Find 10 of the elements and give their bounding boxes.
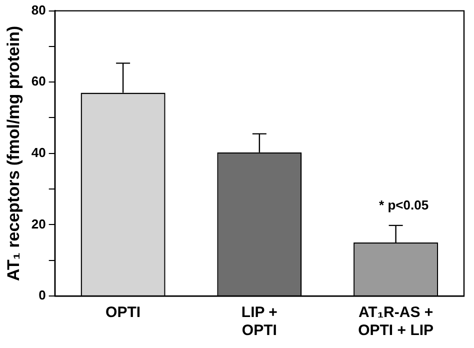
y-axis-title: AT₁ receptors (fmol/mg protein) <box>4 26 23 281</box>
x-tick-label: LIP + OPTI <box>241 304 278 340</box>
y-tick-label: 40 <box>31 144 46 160</box>
y-tick-label: 0 <box>38 288 46 303</box>
y-tick-label: 60 <box>31 74 46 89</box>
y-tick-label: 20 <box>31 216 46 232</box>
annotation: * p<0.05 <box>379 198 429 213</box>
x-tick-label: AT₁R-AS + OPTI + LIP <box>358 304 434 340</box>
x-tick-label: OPTI <box>106 304 141 322</box>
y-tick-label: 80 <box>31 2 46 18</box>
